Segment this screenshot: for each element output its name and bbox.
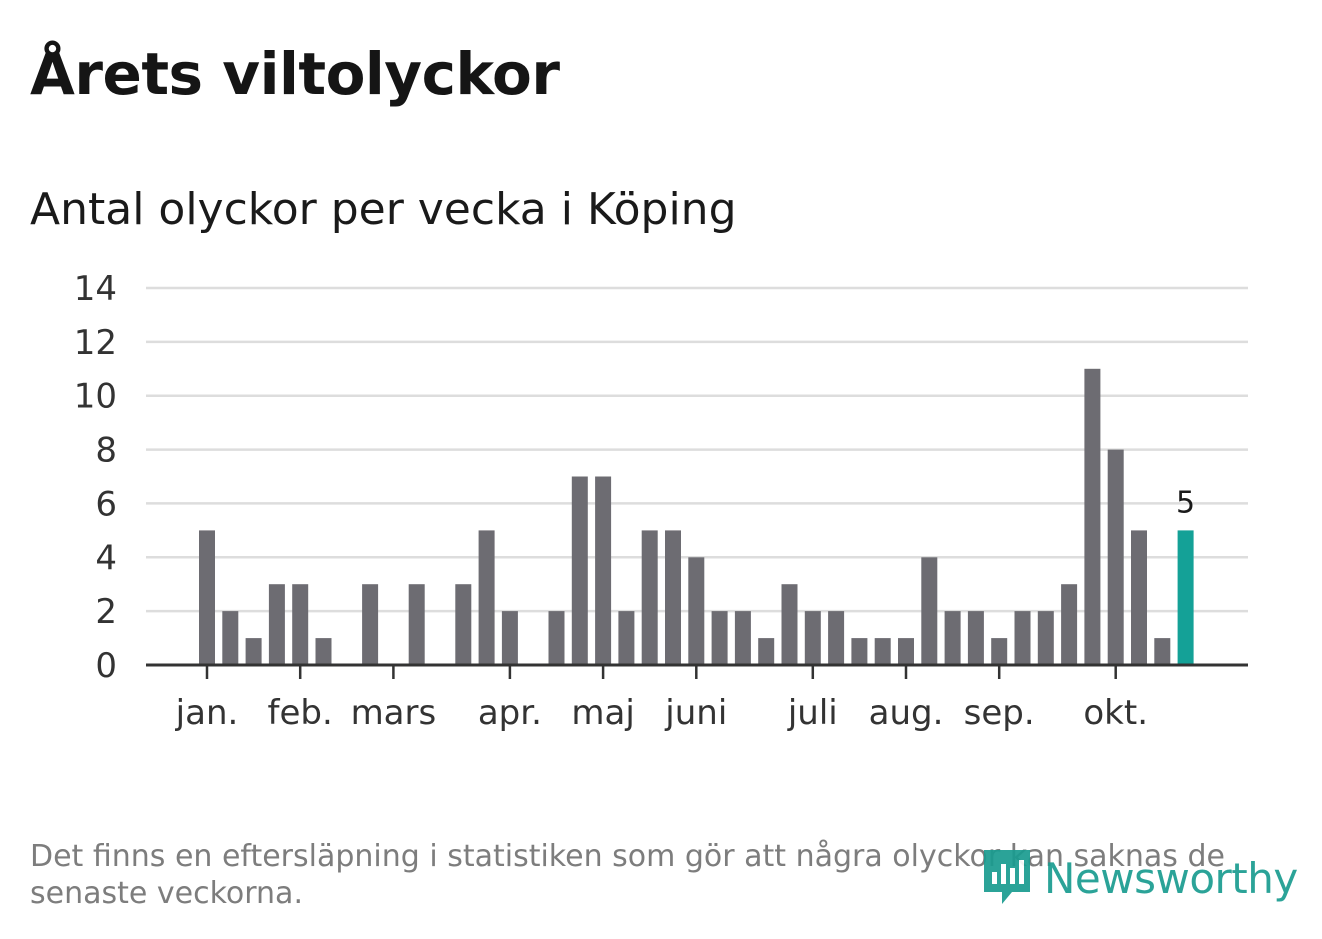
bar: [921, 557, 938, 665]
bar: [758, 638, 775, 665]
y-tick-label: 8: [95, 431, 117, 471]
bar: [595, 476, 612, 665]
y-tick-label: 0: [95, 646, 117, 686]
bar: [1131, 530, 1147, 665]
y-tick-label: 4: [95, 538, 117, 578]
bar: [268, 584, 285, 665]
x-tick-label: okt.: [1083, 693, 1148, 733]
chart-title: Årets viltolyckor: [30, 40, 560, 108]
bar: [1154, 638, 1171, 665]
bar-highlight: [1177, 530, 1194, 665]
x-tick-label: feb.: [268, 693, 333, 733]
bar: [1084, 368, 1101, 665]
bar: [618, 611, 635, 665]
x-tick-label: sep.: [964, 693, 1035, 733]
bar: [501, 611, 518, 665]
bar: [898, 638, 914, 665]
newsworthy-logo: Newsworthy: [980, 846, 1298, 910]
y-axis-ticks: 0 2 4 6 8 10 12 14: [74, 269, 117, 686]
bar: [781, 584, 798, 665]
bars: [199, 368, 1194, 665]
bar: [711, 611, 728, 665]
x-axis-month-ticks: jan. feb. mars apr. maj juni juli aug. sep. okt.: [175, 665, 1148, 733]
bar: [222, 611, 239, 665]
y-tick-label: 14: [74, 269, 117, 309]
bar: [851, 638, 868, 665]
bar: [828, 611, 845, 665]
x-tick-label: mars: [351, 693, 437, 733]
bar: [1061, 584, 1078, 665]
bar: [408, 584, 425, 665]
bar: [874, 638, 891, 665]
x-tick-label: aug.: [869, 693, 944, 733]
newsworthy-logo-icon: [980, 846, 1034, 910]
x-tick-label: maj: [571, 693, 634, 733]
y-tick-label: 2: [95, 592, 117, 632]
bar: [315, 638, 332, 665]
x-tick-label: juni: [664, 693, 727, 733]
bar: [362, 584, 379, 665]
bar: [641, 530, 658, 665]
x-tick-label: jan.: [175, 693, 239, 733]
bar: [199, 530, 215, 665]
y-tick-label: 12: [74, 323, 117, 363]
bar-chart: 0 2 4 6 8 10 12 14 jan. feb. mars apr. maj juni juli a…: [74, 269, 1248, 733]
bar: [245, 638, 262, 665]
x-tick-label: apr.: [478, 693, 542, 733]
bar: [688, 557, 705, 665]
bar: [1037, 611, 1054, 665]
bar: [548, 611, 565, 665]
x-tick-label: juli: [787, 693, 838, 733]
bar: [571, 476, 588, 665]
bar: [804, 611, 821, 665]
bar: [292, 584, 309, 665]
bar: [665, 530, 681, 665]
bar: [478, 530, 495, 665]
y-tick-label: 10: [74, 377, 117, 417]
highlight-value-label: 5: [1176, 485, 1195, 520]
bar: [991, 638, 1008, 665]
newsworthy-wordmark: Newsworthy: [1044, 853, 1298, 903]
bar: [944, 611, 961, 665]
bar: [734, 611, 751, 665]
chart-subtitle: Antal olyckor per vecka i Köping: [30, 184, 737, 235]
bar: [1107, 449, 1124, 665]
bar: [1014, 611, 1031, 665]
gridlines: [146, 286, 1248, 613]
bar: [455, 584, 472, 665]
y-tick-label: 6: [95, 484, 117, 524]
bar: [967, 611, 984, 665]
